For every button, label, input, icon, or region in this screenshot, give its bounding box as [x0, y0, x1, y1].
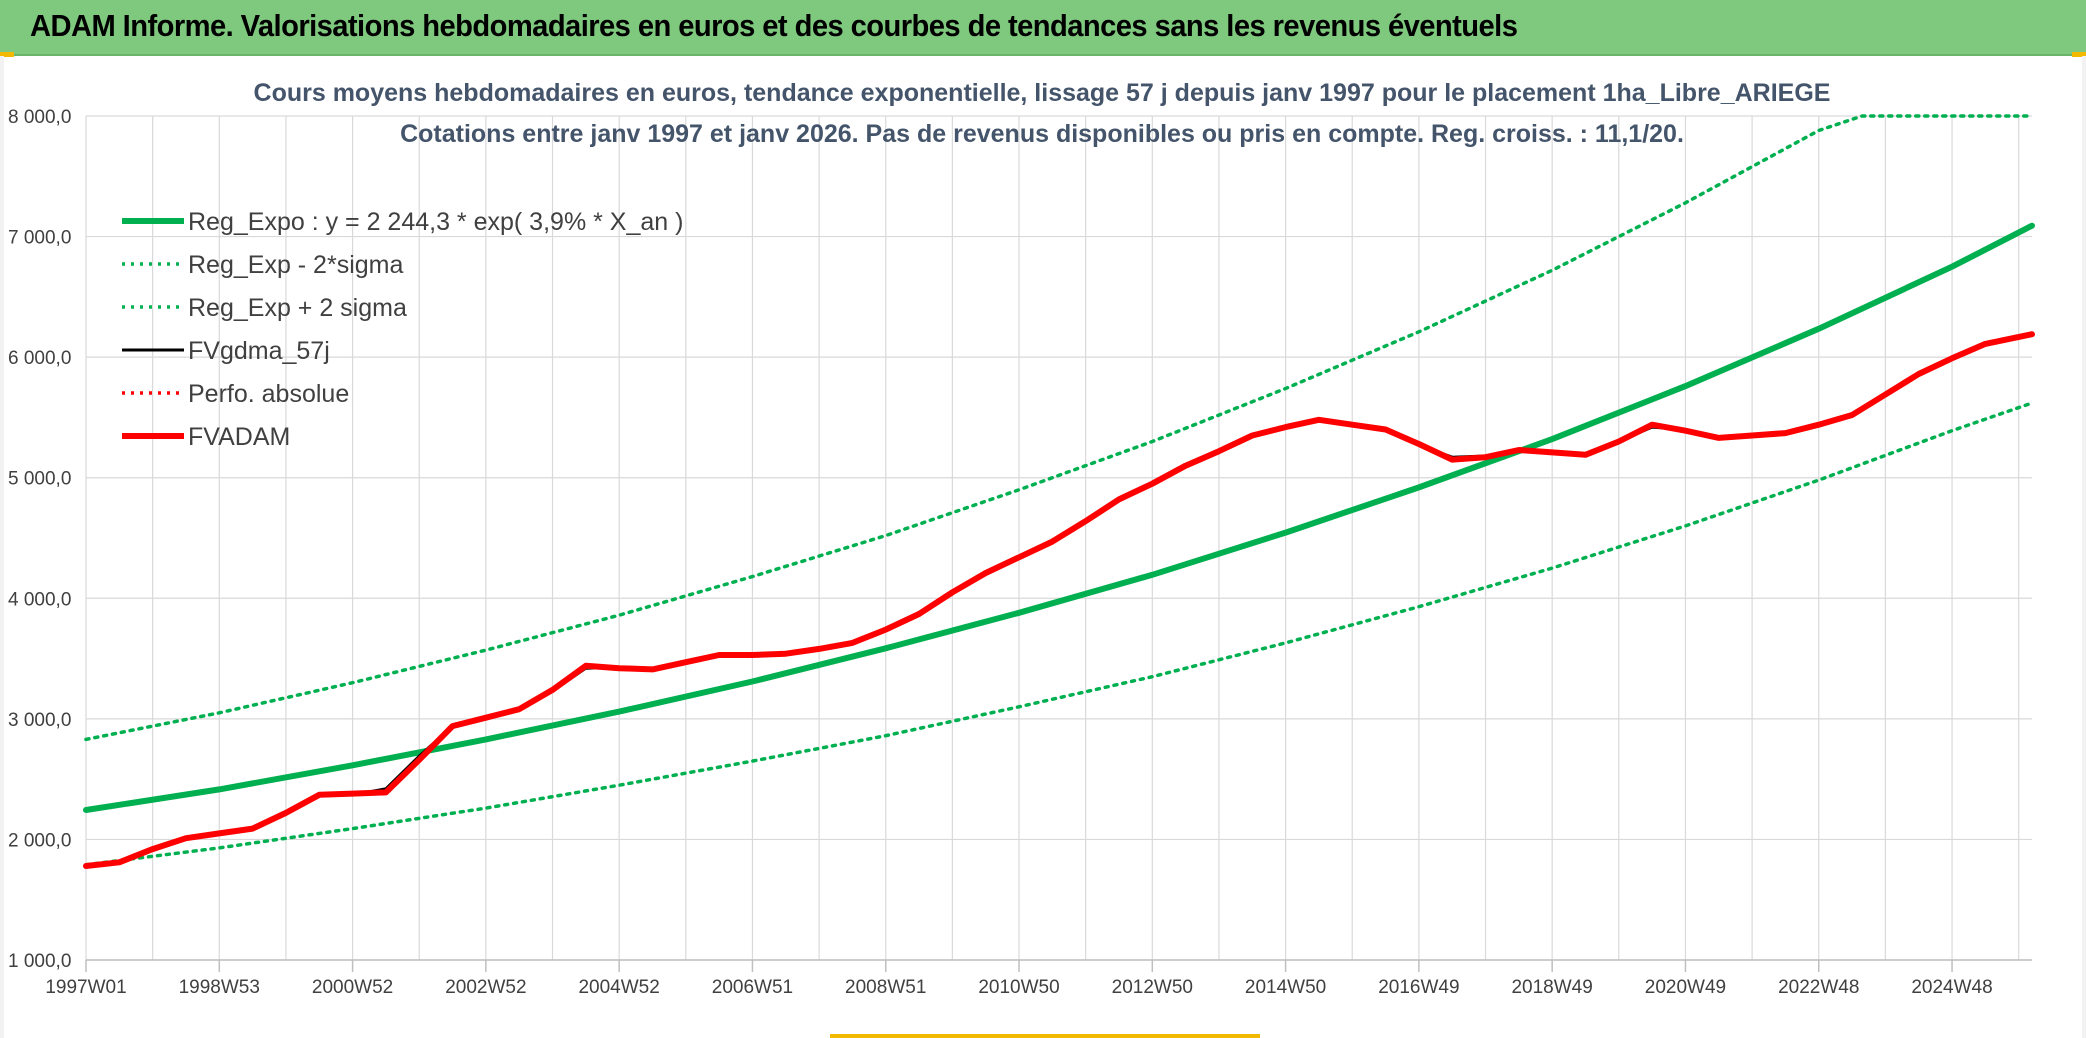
- chart-subtitle: Cotations entre janv 1997 et janv 2026. …: [400, 120, 1684, 148]
- y-tick-label: 8 000,0: [8, 107, 71, 128]
- page-title: ADAM Informe. Valorisations hebdomadaire…: [30, 8, 1518, 43]
- y-tick-label: 4 000,0: [8, 589, 71, 610]
- corner-marker-top-right: [2072, 52, 2086, 57]
- legend-label: Reg_Exp - 2*sigma: [188, 251, 403, 279]
- legend-label: Perfo. absolue: [188, 380, 349, 408]
- chart-title: Cours moyens hebdomadaires en euros, ten…: [254, 79, 1831, 107]
- legend-label: Reg_Exp + 2 sigma: [188, 294, 407, 322]
- legend-label: FVgdma_57j: [188, 337, 330, 365]
- y-tick-label: 3 000,0: [8, 710, 71, 731]
- series-line-0: [83, 222, 2035, 813]
- x-tick-label: 1998W53: [179, 977, 260, 998]
- x-tick-label: 2008W51: [845, 977, 926, 998]
- series-line-2: [84, 114, 2034, 742]
- y-tick-label: 2 000,0: [8, 830, 71, 851]
- chart-frame: 1 000,0 2 000,0 3 000,0 4 000,0 5 000,0 6 000…: [0, 56, 2086, 1038]
- x-tick-label: 2010W50: [978, 977, 1059, 998]
- x-tick-label: 2014W50: [1245, 977, 1326, 998]
- series-line-1: [84, 401, 2034, 867]
- legend-label: Reg_Expo : y = 2 244,3 * exp( 3,9% * X_a…: [188, 208, 683, 236]
- x-tick-label: 2024W48: [1911, 977, 1992, 998]
- y-tick-label: 5 000,0: [8, 469, 71, 490]
- title-bar: ADAM Informe. Valorisations hebdomadaire…: [0, 0, 2086, 56]
- x-tick-label: 2000W52: [312, 977, 393, 998]
- x-tick-label: 2006W51: [712, 977, 793, 998]
- x-tick-label: 2016W49: [1378, 977, 1459, 998]
- y-tick-label: 1 000,0: [8, 951, 71, 972]
- x-tick-label: 2004W52: [578, 977, 659, 998]
- legend-label: FVADAM: [188, 423, 290, 451]
- x-tick-label: 2018W49: [1511, 977, 1592, 998]
- y-tick-label: 6 000,0: [8, 348, 71, 369]
- x-tick-label: 2020W49: [1645, 977, 1726, 998]
- x-tick-label: 2022W48: [1778, 977, 1859, 998]
- chart: 1 000,0 2 000,0 3 000,0 4 000,0 5 000,0 6 000…: [8, 79, 2035, 998]
- x-tick-label: 2012W50: [1112, 977, 1193, 998]
- x-tick-label: 1997W01: [45, 977, 126, 998]
- legend: Reg_Expo : y = 2 244,3 * exp( 3,9% * X_a…: [122, 208, 683, 451]
- x-tick-label: 2002W52: [445, 977, 526, 998]
- series-line-5: [83, 331, 2035, 869]
- corner-marker-top-left: [0, 52, 14, 57]
- y-tick-label: 7 000,0: [8, 228, 71, 249]
- corner-marker-bottom-center: [830, 1034, 1260, 1038]
